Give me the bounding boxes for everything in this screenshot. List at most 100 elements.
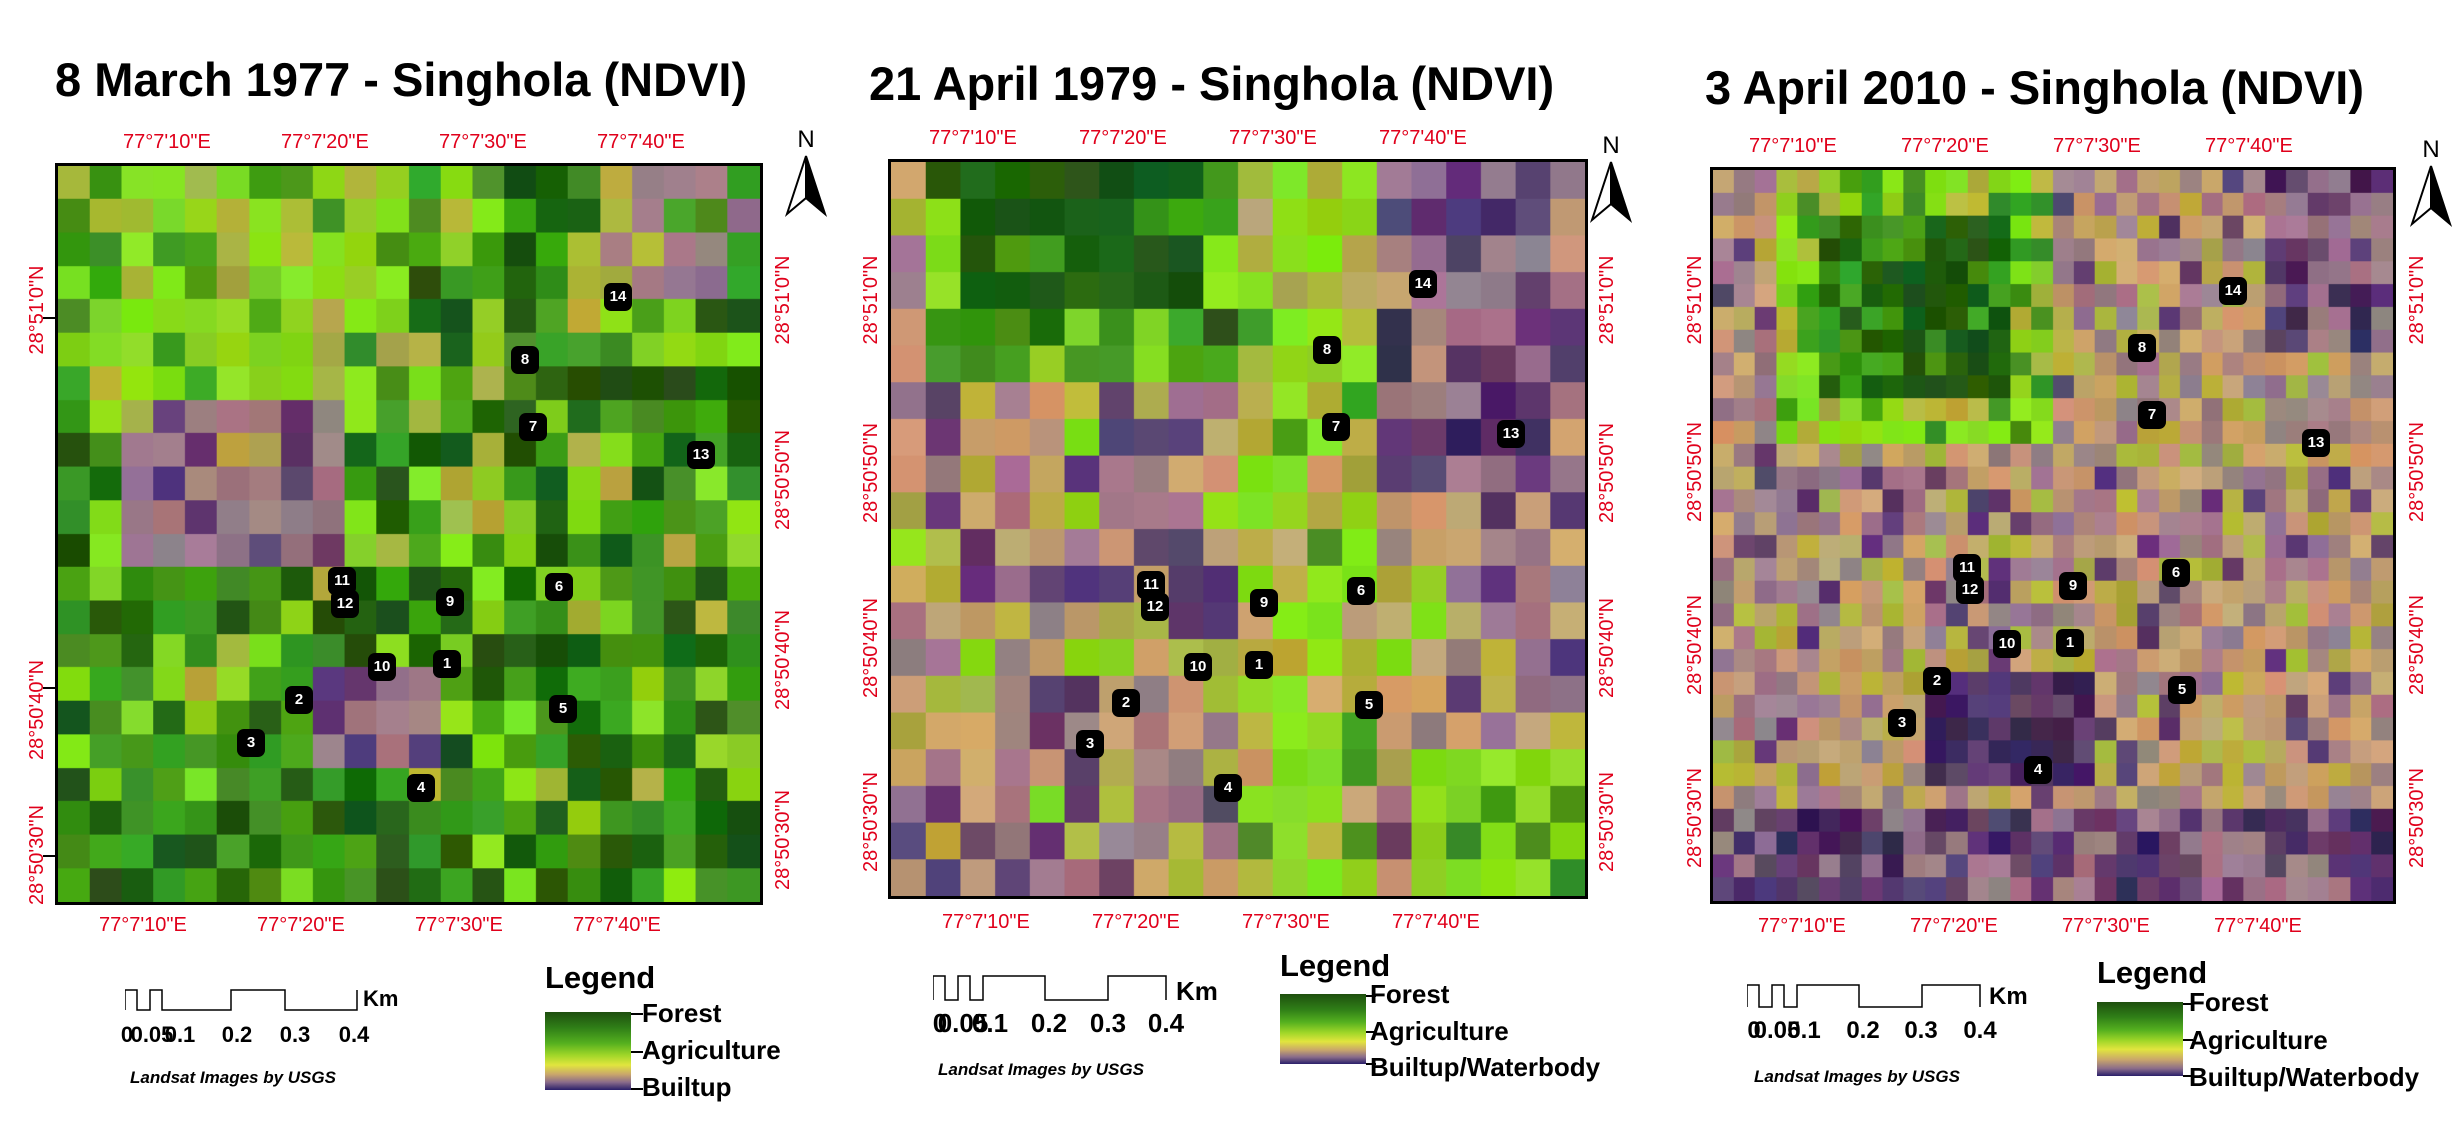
scale-label: 0 xyxy=(932,1008,948,1038)
sample-point-marker: 8 xyxy=(511,346,539,374)
bottom-coord-label: 77°7'20"E xyxy=(257,914,345,936)
legend: Legend Forest Agriculture Builtup xyxy=(545,960,825,1130)
north-arrow: N xyxy=(1588,134,1634,229)
legend-tick xyxy=(1366,1063,1376,1065)
panel-2010: 3 April 2010 - Singhola (NDVI) 77°7'10"E… xyxy=(1684,0,2445,1131)
scale-bar: Km 0 0.05 0.1 0.2 0.3 0.4 xyxy=(933,974,1253,1044)
sample-point-marker: 14 xyxy=(604,283,632,311)
scale-bar: Km 0 0.05 0.1 0.2 0.3 0.4 xyxy=(121,986,445,1058)
legend-color-ramp xyxy=(1280,994,1366,1064)
panel-title: 21 April 1979 - Singhola (NDVI) xyxy=(869,57,1555,110)
scale-bar: Km 0 0.05 0.1 0.2 0.3 0.4 xyxy=(1747,983,2067,1053)
scale-bar-graphic xyxy=(125,989,358,1011)
sample-point-marker: 3 xyxy=(237,729,265,757)
sample-point-marker: 8 xyxy=(1313,336,1341,364)
legend: Legend Forest Agriculture Builtup/Waterb… xyxy=(2097,955,2437,1105)
scale-label: 0.3 xyxy=(1089,1008,1127,1038)
sample-point-marker: 1 xyxy=(433,650,461,678)
bottom-coord-label: 77°7'20"E xyxy=(1092,911,1180,933)
sample-point-marker: 12 xyxy=(1956,576,1984,604)
bottom-coord-label: 77°7'30"E xyxy=(1242,911,1330,933)
map-frame: 1 2 3 4 5 6 7 8 9 10 11 12 13 14 xyxy=(1710,167,2396,904)
image-credit: Landsat Images by USGS xyxy=(130,1068,336,1087)
north-letter: N xyxy=(797,126,815,153)
sample-point-marker: 4 xyxy=(2024,756,2052,784)
legend-tick xyxy=(631,1051,643,1053)
sample-point-marker: 14 xyxy=(1409,270,1437,298)
sample-point-marker: 1 xyxy=(2056,629,2084,657)
scale-label: 0.1 xyxy=(1787,1017,1821,1044)
left-coord-label: 28°50'40"N xyxy=(1684,594,1706,696)
sample-point-marker: 3 xyxy=(1076,730,1104,758)
sample-point-marker: 2 xyxy=(285,686,313,714)
sample-point-marker: 6 xyxy=(1347,577,1375,605)
sample-point-marker: 3 xyxy=(1888,709,1916,737)
left-coord-label: 28°50'30"N xyxy=(1684,767,1706,869)
sample-point-marker: 1 xyxy=(1245,651,1273,679)
bottom-coord-label: 77°7'10"E xyxy=(942,911,1030,933)
sample-point-marker: 10 xyxy=(1993,630,2021,658)
legend-label-forest: Forest xyxy=(642,998,722,1028)
left-coord-label: 28°50'40"N xyxy=(860,597,882,699)
right-coord-label: 28°50'40"N xyxy=(772,609,794,711)
left-coord-label: 28°51'0"N xyxy=(1684,255,1706,345)
sample-point-marker: 12 xyxy=(331,590,359,618)
legend-label-agriculture: Agriculture xyxy=(1370,1016,1509,1046)
scale-label: 0.4 xyxy=(1963,1017,1997,1044)
scale-label: 0.1 xyxy=(164,1022,196,1047)
left-coord-label: 28°51'0"N xyxy=(860,255,882,345)
sample-point-marker: 4 xyxy=(407,774,435,802)
sample-point-marker: 7 xyxy=(1322,413,1350,441)
map-frame: 1 2 3 4 5 6 7 8 9 10 11 12 13 14 xyxy=(55,163,763,905)
left-coord-label: 28°50'50"N xyxy=(860,422,882,524)
bottom-coord-label: 77°7'10"E xyxy=(99,914,187,936)
legend-tick xyxy=(631,1088,643,1090)
panel-1979: 21 April 1979 - Singhola (NDVI) 77°7'10"… xyxy=(860,0,1618,1131)
sample-point-marker: 9 xyxy=(1250,589,1278,617)
scale-label: 0.05 xyxy=(130,1022,174,1047)
image-credit: Landsat Images by USGS xyxy=(1754,1067,1960,1086)
scale-label: 0 xyxy=(1747,1017,1761,1044)
right-coord-label: 28°50'30"N xyxy=(2406,767,2428,869)
sample-point-marker: 14 xyxy=(2219,277,2247,305)
map-frame: 1 2 3 4 5 6 7 8 9 10 11 12 13 14 xyxy=(888,159,1588,899)
north-arrow-icon xyxy=(1589,161,1633,224)
right-coord-label: 28°50'40"N xyxy=(2406,594,2428,696)
bottom-coord-label: 77°7'40"E xyxy=(573,914,661,936)
bottom-coord-label: 77°7'30"E xyxy=(2062,915,2150,937)
scale-unit: Km xyxy=(1176,976,1218,1006)
right-coord-label: 28°50'30"N xyxy=(1596,771,1618,873)
left-tick xyxy=(43,687,55,689)
scale-bar-graphic xyxy=(933,975,1167,1001)
scale-label: 0.2 xyxy=(1846,1017,1880,1044)
legend-color-ramp xyxy=(545,1012,631,1090)
panel-title: 8 March 1977 - Singhola (NDVI) xyxy=(55,53,748,106)
sample-point-marker: 7 xyxy=(519,413,547,441)
sample-point-marker: 6 xyxy=(2162,559,2190,587)
bottom-coord-label: 77°7'30"E xyxy=(415,914,503,936)
north-arrow-icon xyxy=(784,155,828,218)
bottom-coord-label: 77°7'20"E xyxy=(1910,915,1998,937)
ndvi-raster xyxy=(1713,170,2393,901)
scale-label: 0.05 xyxy=(1753,1017,1801,1044)
legend-color-ramp xyxy=(2097,1002,2183,1076)
panel-1977: 8 March 1977 - Singhola (NDVI) 77°7'10"E… xyxy=(26,0,794,1131)
sample-point-marker: 5 xyxy=(1355,691,1383,719)
legend-title: Legend xyxy=(2097,955,2208,990)
legend: Legend Forest Agriculture Builtup/Waterb… xyxy=(1280,948,1610,1098)
sample-point-marker: 12 xyxy=(1141,593,1169,621)
scale-unit: Km xyxy=(363,986,399,1011)
top-coord-label: 77°7'30"E xyxy=(2053,135,2141,157)
sample-point-marker: 10 xyxy=(1184,653,1212,681)
right-coord-label: 28°50'40"N xyxy=(1596,597,1618,699)
left-coord-label: 28°50'30"N xyxy=(860,771,882,873)
scale-label: 0.1 xyxy=(971,1008,1009,1038)
top-coord-label: 77°7'40"E xyxy=(1379,127,1467,149)
sample-point-marker: 13 xyxy=(2302,429,2330,457)
right-coord-label: 28°50'50"N xyxy=(772,429,794,531)
bottom-coord-label: 77°7'40"E xyxy=(2214,915,2302,937)
legend-tick xyxy=(2183,1003,2193,1005)
left-coord-label: 28°50'40"N xyxy=(26,659,48,761)
scale-label: 0.3 xyxy=(1904,1017,1938,1044)
left-tick xyxy=(43,317,55,319)
